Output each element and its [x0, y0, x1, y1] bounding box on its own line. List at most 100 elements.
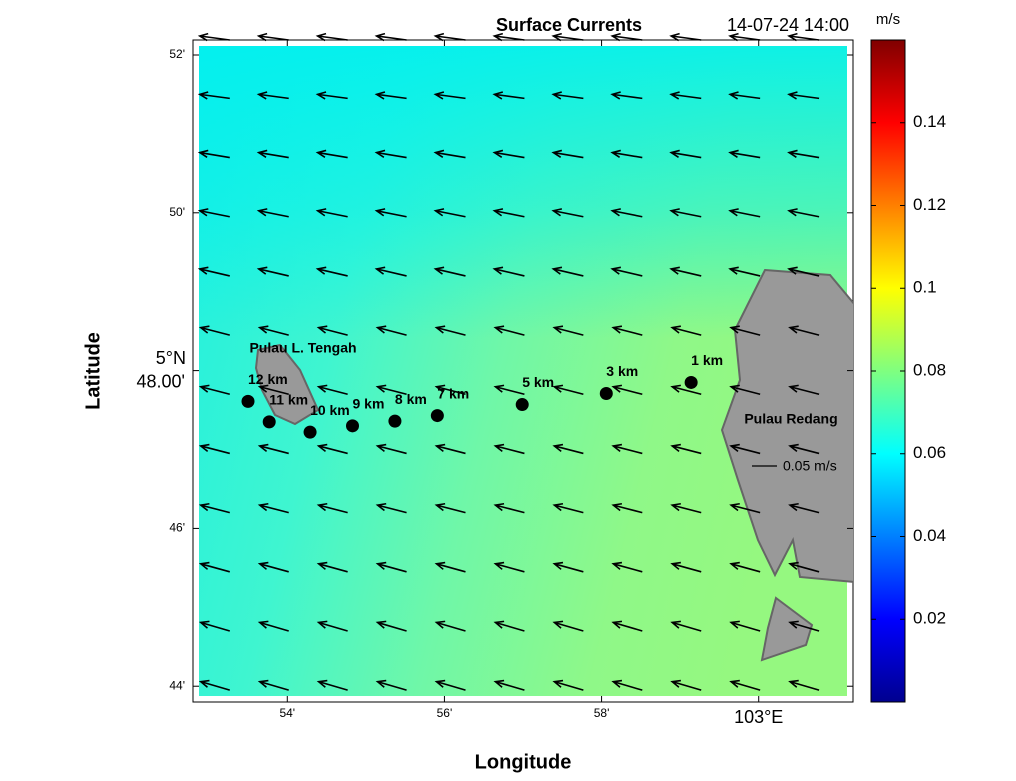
- current-arrow: [375, 443, 407, 455]
- current-arrow: [375, 384, 407, 396]
- current-arrow: [198, 561, 230, 573]
- station: [388, 414, 402, 428]
- current-arrow: [552, 679, 584, 691]
- current-arrow: [198, 443, 230, 455]
- current-arrow: [788, 561, 820, 573]
- current-arrow: [493, 502, 525, 514]
- current-arrow: [611, 443, 643, 455]
- station-label: 8 km: [395, 391, 427, 407]
- current-arrow: [729, 384, 761, 396]
- current-arrow: [610, 32, 643, 42]
- current-arrow: [552, 443, 584, 455]
- colorbar-tick-label: 0.04: [913, 526, 946, 545]
- current-arrow: [493, 384, 525, 396]
- current-arrow: [198, 502, 230, 514]
- current-arrow: [669, 266, 702, 277]
- current-arrow: [729, 443, 761, 455]
- current-arrow: [316, 561, 348, 573]
- current-arrow: [552, 502, 584, 514]
- current-arrow: [434, 384, 466, 396]
- current-arrow: [316, 443, 348, 455]
- y-tick-label: 50': [169, 205, 185, 219]
- current-arrow: [787, 266, 820, 277]
- current-arrow: [374, 208, 407, 218]
- current-arrow: [256, 149, 289, 159]
- current-arrow: [256, 32, 289, 42]
- current-arrow: [611, 561, 643, 573]
- current-arrow: [728, 32, 761, 42]
- current-arrow: [316, 325, 348, 336]
- current-arrow: [315, 208, 348, 218]
- current-arrow: [551, 32, 584, 42]
- current-arrow: [316, 502, 348, 514]
- current-arrow: [788, 679, 820, 691]
- current-arrow: [669, 32, 702, 42]
- station: [346, 419, 359, 433]
- current-arrow: [315, 266, 348, 277]
- current-arrow: [374, 149, 407, 159]
- x-tick-label: 56': [437, 706, 453, 720]
- station: [262, 415, 276, 429]
- current-arrow: [197, 266, 230, 277]
- current-arrow: [316, 620, 348, 632]
- current-arrow: [610, 149, 643, 159]
- island: [720, 268, 853, 583]
- y-tick-label: 52': [169, 47, 185, 61]
- current-arrow: [493, 620, 525, 632]
- island: [760, 596, 814, 662]
- colorbar-tick-label: 0.06: [913, 443, 946, 462]
- y-axis-label: Latitude: [82, 332, 104, 410]
- current-arrow: [198, 620, 231, 632]
- current-arrow: [728, 266, 761, 277]
- current-arrow: [493, 443, 525, 455]
- current-arrow: [670, 561, 702, 573]
- current-arrow: [611, 325, 643, 336]
- colorbar-tick-label: 0.1: [913, 278, 937, 297]
- y-hemisphere-label: 5°N: [156, 348, 186, 368]
- colorbar-tick-label: 0.14: [913, 112, 946, 131]
- current-arrow: [434, 620, 466, 632]
- current-arrow: [256, 266, 289, 277]
- current-arrow: [788, 325, 820, 336]
- current-arrow: [197, 149, 230, 159]
- current-arrow: [257, 679, 289, 691]
- x-axis-label: Longitude: [475, 751, 572, 773]
- current-arrow: [433, 208, 466, 218]
- timestamp: 14-07-24 14:00: [727, 15, 849, 35]
- current-arrow: [198, 384, 230, 396]
- current-arrow: [788, 620, 820, 632]
- current-arrow: [670, 384, 702, 396]
- current-arrow: [256, 91, 289, 100]
- current-arrow: [257, 561, 289, 573]
- island-label: Pulau L. Tengah: [249, 340, 356, 356]
- x-tick-label: 58': [594, 706, 610, 720]
- station: [303, 425, 317, 439]
- current-arrow: [729, 679, 761, 691]
- current-arrow: [197, 208, 230, 218]
- current-arrow: [433, 91, 466, 100]
- current-arrow: [610, 266, 643, 277]
- station-label: 11 km: [269, 392, 308, 408]
- current-arrow: [670, 502, 702, 514]
- station-label: 12 km: [248, 371, 288, 387]
- current-arrow: [375, 620, 407, 632]
- current-arrow: [315, 91, 348, 100]
- current-arrow: [197, 32, 230, 42]
- current-arrow: [611, 384, 643, 396]
- island: [254, 343, 320, 426]
- current-arrow: [787, 208, 820, 218]
- x-tick-label: 103°E: [734, 707, 783, 727]
- current-arrow: [374, 32, 407, 42]
- current-arrow: [434, 502, 466, 514]
- current-arrow: [492, 266, 525, 277]
- colorbar-tick-label: 0.02: [913, 609, 946, 628]
- current-arrow: [610, 91, 643, 100]
- current-arrow: [729, 561, 761, 573]
- current-arrow: [611, 502, 643, 514]
- current-arrow: [788, 384, 820, 396]
- x-tick-label: 54': [279, 706, 295, 720]
- current-arrow: [551, 208, 584, 218]
- current-arrow: [552, 325, 584, 336]
